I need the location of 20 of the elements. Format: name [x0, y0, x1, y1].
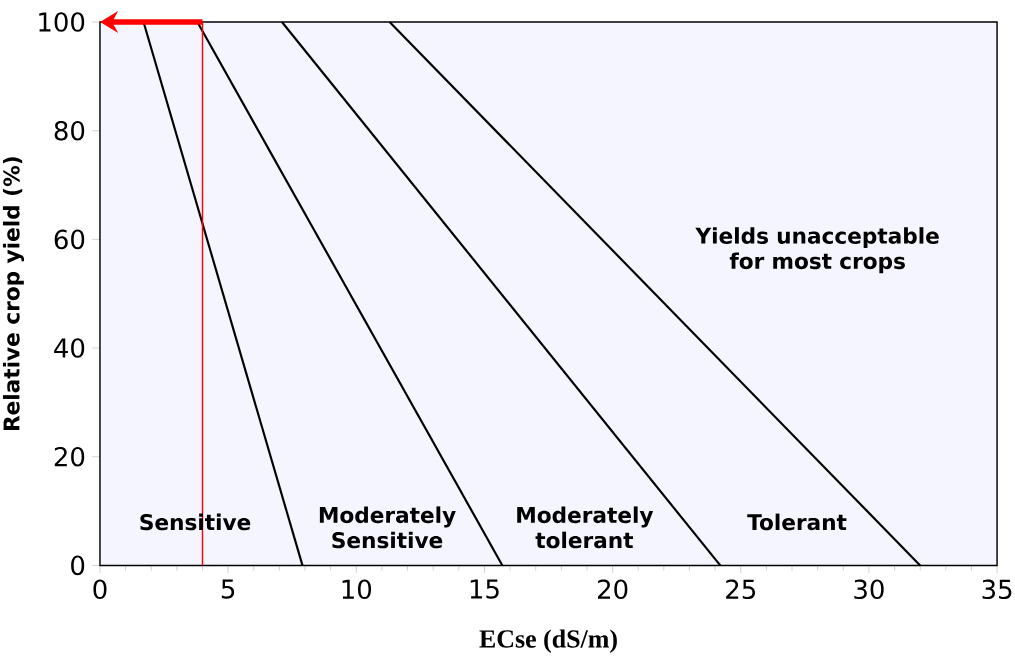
annotation: Tolerant [747, 513, 847, 531]
x-tick-label: 35 [982, 579, 1012, 600]
y-axis-title: Relative crop yield (%) [2, 157, 25, 431]
annotation: Moderately tolerant [517, 506, 654, 549]
y-tick-label: 40 [54, 338, 85, 358]
x-tick-label: 15 [470, 579, 499, 599]
annotation: Moderately Sensitive [319, 506, 456, 549]
x-tick-label: 5 [221, 579, 235, 599]
y-tick-label: 80 [54, 120, 85, 141]
annotation: Yields unacceptable for most crops [695, 227, 939, 274]
x-tick-label: 20 [597, 579, 628, 600]
x-tick-label: 30 [854, 579, 884, 600]
y-tick-label: 0 [71, 555, 85, 576]
x-tick-label: 0 [93, 579, 107, 600]
y-tick-label: 60 [54, 229, 85, 250]
x-tick-label: 25 [726, 579, 755, 600]
x-axis-title: ECse (dS/m) [479, 629, 617, 653]
y-tick-label: 20 [54, 446, 85, 467]
y-tick-label: 100 [39, 12, 85, 32]
x-tick-label: 10 [342, 579, 372, 600]
